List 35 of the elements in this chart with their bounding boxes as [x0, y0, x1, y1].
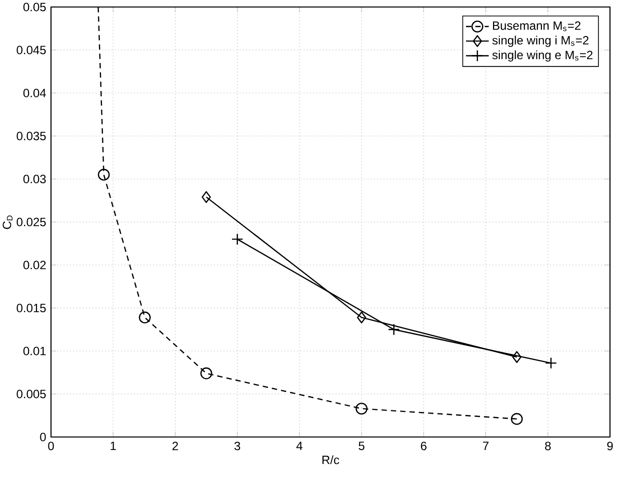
point — [200, 367, 212, 380]
legend-label: Busemann M$_{s}$=2 — [493, 21, 580, 32]
point — [138, 312, 151, 324]
y-tick-label: 0 — [40, 432, 46, 442]
x-tick-label: 9 — [607, 442, 613, 450]
legend-label: single wing i M$_{s}$=2 — [492, 36, 588, 47]
x-tick-label: 0 — [48, 442, 54, 450]
x-tick-label: 4 — [296, 442, 302, 450]
point — [356, 312, 366, 324]
legend-label: single wing e M$_{s}$=2 — [492, 50, 592, 62]
point — [98, 168, 110, 181]
y-tick-label: 0.03 — [23, 174, 46, 184]
x-tick-label: 1 — [110, 442, 116, 450]
y-tick-label: 0.05 — [23, 2, 46, 12]
y-tick-label: 0.015 — [16, 304, 46, 312]
x-tick-label: 7 — [483, 442, 488, 450]
point — [545, 357, 557, 369]
x-tick-label: 5 — [358, 442, 364, 450]
point — [202, 191, 211, 203]
y-tick-label: 0.01 — [23, 346, 46, 356]
y-tick-label: 0.005 — [16, 390, 46, 398]
point — [356, 402, 368, 415]
y-tick-label: 0.035 — [16, 132, 46, 140]
point — [510, 413, 523, 425]
x-tick-label: 8 — [545, 442, 551, 450]
y-tick-label: 0.025 — [16, 218, 46, 226]
y-tick-label: 0.045 — [16, 46, 46, 54]
x-axis-title: R/c — [322, 455, 340, 464]
y-axis-title: C$_{D}$ — [2, 216, 12, 229]
y-tick-label: 0.02 — [23, 260, 46, 270]
y-tick-label: 0.04 — [23, 88, 46, 98]
x-tick-label: 6 — [420, 442, 426, 450]
point — [512, 351, 522, 363]
x-tick-label: 3 — [234, 442, 240, 450]
x-tick-label: 2 — [172, 442, 178, 450]
